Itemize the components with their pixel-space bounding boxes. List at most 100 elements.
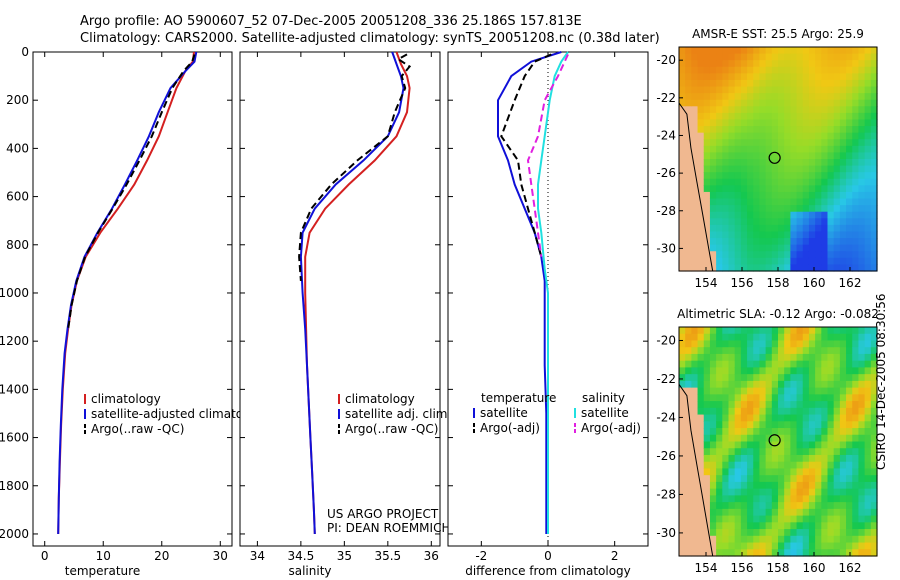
salinity-frame	[239, 51, 441, 547]
sla-map-cell	[765, 367, 773, 375]
sst-map-cell	[747, 47, 754, 55]
sla-map-cell	[784, 428, 791, 436]
sla-map-cell	[778, 327, 785, 335]
sst-map-cell	[796, 205, 804, 213]
sst-map-cell	[740, 218, 748, 226]
sla-map-cell	[802, 454, 810, 463]
sst-map-cell	[679, 231, 686, 239]
sla-lon-label-0: 154	[695, 561, 718, 575]
sst-map-cell	[691, 198, 699, 206]
sla-map-cell	[827, 367, 835, 375]
sla-map-cell	[784, 495, 791, 503]
sla-map-cell	[796, 535, 804, 544]
sst-map-cell	[870, 159, 878, 167]
sla-map-cell	[679, 374, 686, 382]
sla-map-cell	[747, 434, 754, 443]
sla-map-cell	[771, 454, 779, 463]
sla-map-cell	[784, 542, 791, 550]
sst-map-cell	[740, 132, 748, 140]
sst-map-cell	[815, 244, 822, 252]
sla-map-cell	[679, 367, 686, 375]
sla-map-cell	[858, 549, 866, 557]
sla-map-cell	[778, 414, 785, 422]
sla-map-cell	[679, 421, 686, 429]
sla-map-cell	[802, 327, 810, 335]
sla-map-cell	[716, 468, 723, 476]
sla-map-cell	[703, 434, 711, 443]
sla-map-cell	[833, 502, 841, 510]
sst-map-cell	[864, 139, 872, 147]
sst-map-cell	[734, 106, 742, 114]
sst-map-cell	[753, 60, 761, 68]
sst-map-cell	[734, 178, 742, 186]
sst-map-cell	[796, 251, 804, 259]
sla-map-cell	[790, 374, 798, 382]
sst-map-cell	[759, 139, 767, 147]
sla-map-cell	[679, 347, 686, 355]
sla-map-cell	[839, 340, 847, 348]
sst-map-cell	[747, 211, 754, 219]
sst-map-cell	[691, 53, 699, 61]
sst-map-cell	[808, 238, 816, 246]
sst-map-cell	[784, 112, 791, 121]
sst-map-cell	[815, 191, 822, 200]
sst-map-cell	[802, 159, 810, 167]
sst-map-cell	[765, 218, 773, 226]
sst-map-cell	[697, 106, 705, 114]
sla-map-cell	[784, 374, 791, 382]
sst-map-cell	[740, 251, 748, 259]
sla-map-cell	[778, 488, 785, 496]
sla-map-cell	[759, 461, 767, 470]
sla-map-cell	[827, 394, 835, 402]
temperature-xtick-label-2: 20	[154, 549, 169, 563]
sst-map-cell	[740, 172, 748, 180]
sla-map-cell	[808, 441, 816, 449]
sst-map-cell	[821, 264, 829, 272]
sst-map-cell	[759, 178, 767, 186]
sst-map-cell	[697, 172, 705, 180]
sla-map-cell	[716, 407, 723, 416]
sst-map-cell	[722, 47, 730, 55]
sst-map-cell	[679, 198, 686, 206]
sla-map-cell	[734, 401, 742, 409]
sst-map-cell	[796, 231, 804, 239]
sla-map-cell	[802, 340, 810, 348]
sst-map-cell	[722, 112, 730, 121]
sst-map-cell	[685, 112, 692, 121]
sst-map-cell	[728, 93, 736, 101]
sst-map-cell	[734, 79, 742, 88]
sla-map-cell	[771, 522, 779, 530]
sla-map-cell	[852, 380, 860, 389]
sst-map-cell	[679, 79, 686, 88]
sst-map-cell	[753, 244, 761, 252]
sst-map-cell	[728, 79, 736, 88]
sst-map-cell	[852, 99, 860, 107]
sla-map-cell	[740, 387, 748, 395]
sst-map-cell	[870, 132, 878, 140]
sla-map-cell	[697, 401, 705, 409]
sst-map-cell	[771, 60, 779, 68]
sst-map-cell	[722, 191, 730, 200]
sst-map-cell	[697, 126, 705, 134]
sst-map-cell	[846, 73, 853, 81]
sla-map-cell	[740, 367, 748, 375]
sla-map-cell	[703, 421, 711, 429]
sst-map-cell	[679, 191, 686, 200]
sla-map-cell	[815, 515, 822, 523]
sst-map-cell	[870, 93, 878, 101]
sst-map-cell	[679, 264, 686, 272]
sla-map-cell	[765, 502, 773, 510]
sla-map-cell	[679, 475, 686, 483]
sla-map-cell	[778, 441, 785, 449]
sst-map-cell	[858, 139, 866, 147]
sst-map-cell	[864, 79, 872, 88]
sla-map-cell	[703, 461, 711, 470]
sla-map-cell	[796, 502, 804, 510]
sst-map-cell	[784, 172, 791, 180]
sla-map-cell	[864, 333, 872, 342]
sla-map-cell	[747, 394, 754, 402]
sla-map-cell	[691, 508, 699, 517]
difference-legend-temperature-header: temperature	[481, 391, 556, 405]
sst-map-cell	[771, 198, 779, 206]
sst-map-cell	[796, 139, 804, 147]
